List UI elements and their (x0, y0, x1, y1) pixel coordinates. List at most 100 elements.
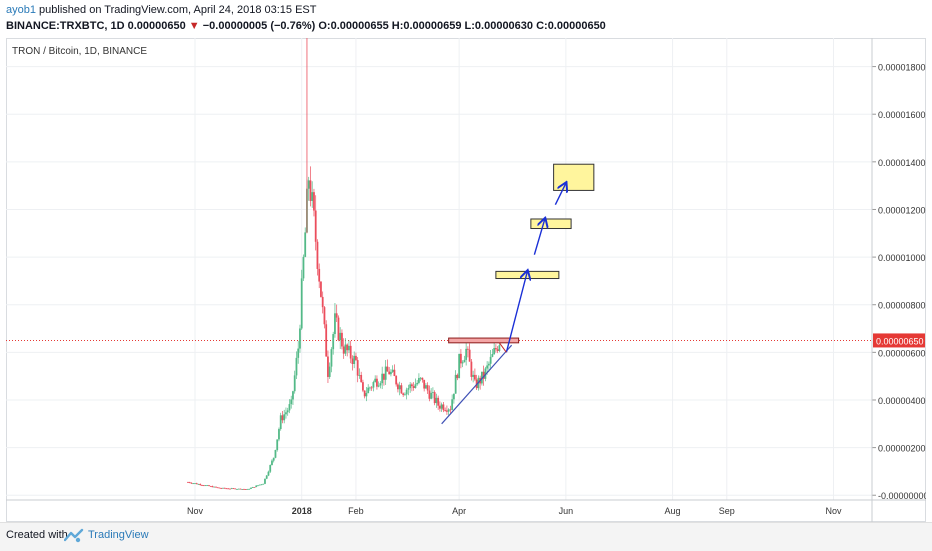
candle-body (188, 482, 191, 483)
candle-body (486, 365, 489, 369)
candle-body (332, 334, 335, 350)
candle-body (334, 313, 336, 335)
candle-body (444, 410, 447, 411)
candle-body (313, 192, 315, 211)
candle-body (192, 483, 195, 485)
x-tick-label: Nov (187, 506, 204, 516)
candle-body (253, 486, 256, 488)
chart-title: TRON / Bitcoin, 1D, BINANCE (12, 46, 148, 57)
chart-frame (6, 38, 926, 522)
projection-arrow-1[interactable] (505, 271, 527, 353)
candle-body (234, 488, 237, 490)
candle-body (465, 348, 468, 360)
candle-body (377, 385, 380, 387)
candle-body (489, 356, 492, 364)
candle-body (425, 385, 427, 389)
x-tick-label: Feb (348, 506, 364, 516)
candle-body (472, 374, 475, 377)
tradingview-logo-icon[interactable] (64, 528, 84, 544)
candle-body (281, 415, 284, 421)
projection-arrow-3[interactable] (554, 183, 565, 206)
candle-body (435, 397, 438, 404)
candle-body (473, 374, 476, 380)
candle-body (411, 384, 413, 387)
candle-body (439, 405, 441, 409)
x-tick-label: Jun (559, 506, 574, 516)
candle-body (316, 241, 319, 269)
candle-body (187, 482, 189, 483)
candle-body (456, 374, 459, 379)
price-chart[interactable]: -0.00000000 0.00000200 0.00000400 0.0000060… (6, 38, 926, 522)
candle-body (453, 393, 455, 400)
candle-body (381, 373, 384, 384)
candle-body (201, 485, 203, 486)
candle-body (290, 399, 293, 405)
y-tick-label: 0.00001600 (878, 110, 926, 120)
pullback-arrow (498, 342, 507, 353)
projection-arrow-2[interactable] (533, 219, 544, 255)
candle-body (451, 399, 454, 410)
candle-body (272, 457, 275, 461)
candle-body (363, 390, 366, 397)
candle-body (255, 485, 258, 488)
candle-body (311, 192, 314, 201)
candle-body (328, 366, 331, 377)
candle-body (325, 324, 328, 357)
candle-body (302, 256, 305, 279)
candle-body (379, 383, 382, 386)
candle-body (227, 488, 230, 490)
candle-body (199, 484, 202, 486)
tradingview-brand[interactable]: TradingView (88, 529, 149, 541)
candle-body (283, 414, 286, 421)
candle-body (374, 378, 377, 383)
candle-body (265, 475, 268, 479)
candle-body (244, 489, 247, 490)
y-tick-label: 0.00001200 (878, 205, 926, 215)
candle-body (494, 348, 497, 350)
candle-body (362, 382, 364, 391)
candle-body (239, 488, 242, 490)
candle-body (278, 429, 280, 440)
candle-body (423, 379, 426, 389)
target-zone-2[interactable] (530, 218, 572, 230)
candle-body (216, 487, 219, 489)
candle-body (264, 478, 266, 484)
candle-body (342, 346, 345, 354)
candle-body (339, 332, 342, 340)
support-trendline[interactable] (441, 344, 513, 425)
candle-body (197, 484, 200, 485)
candle-body (391, 369, 394, 372)
candle-body (288, 404, 291, 411)
candle-body (225, 488, 228, 490)
target-zone-3[interactable] (553, 163, 595, 191)
candle-body (356, 360, 359, 376)
candle-body (498, 345, 501, 351)
candle-body (355, 355, 357, 361)
y-tick-label: 0.00000400 (878, 396, 926, 406)
candle-body (285, 412, 287, 415)
candle-body (395, 376, 398, 385)
candle-body (220, 488, 223, 489)
ohlc-values: O:0.00000655 H:0.00000659 L:0.00000630 C… (318, 20, 606, 32)
candle-body (206, 485, 209, 487)
resistance-zone[interactable] (448, 337, 520, 344)
candle-body (307, 180, 310, 189)
publish-info: published on TradingView.com, April 24, … (39, 4, 317, 16)
candle-body (365, 393, 368, 397)
candle-body (360, 374, 363, 383)
candle-body (404, 394, 406, 396)
symbol-line: BINANCE:TRXBTC, 1D 0.00000650 ▼ −0.00000… (6, 20, 606, 32)
candle-body (348, 345, 350, 351)
candle-body (459, 353, 462, 364)
y-tick-label: 0.00001000 (878, 253, 926, 263)
current-price-tag-label: 0.00000650 (876, 336, 924, 346)
candle-body (232, 488, 235, 490)
candle-body (369, 387, 371, 389)
candle-body (292, 391, 294, 400)
candle-body (397, 384, 399, 390)
candle-body (309, 180, 312, 201)
candle-body (274, 449, 277, 458)
candle-body (446, 410, 448, 412)
author-link[interactable]: ayob1 (6, 4, 36, 16)
candle-body (267, 471, 270, 476)
